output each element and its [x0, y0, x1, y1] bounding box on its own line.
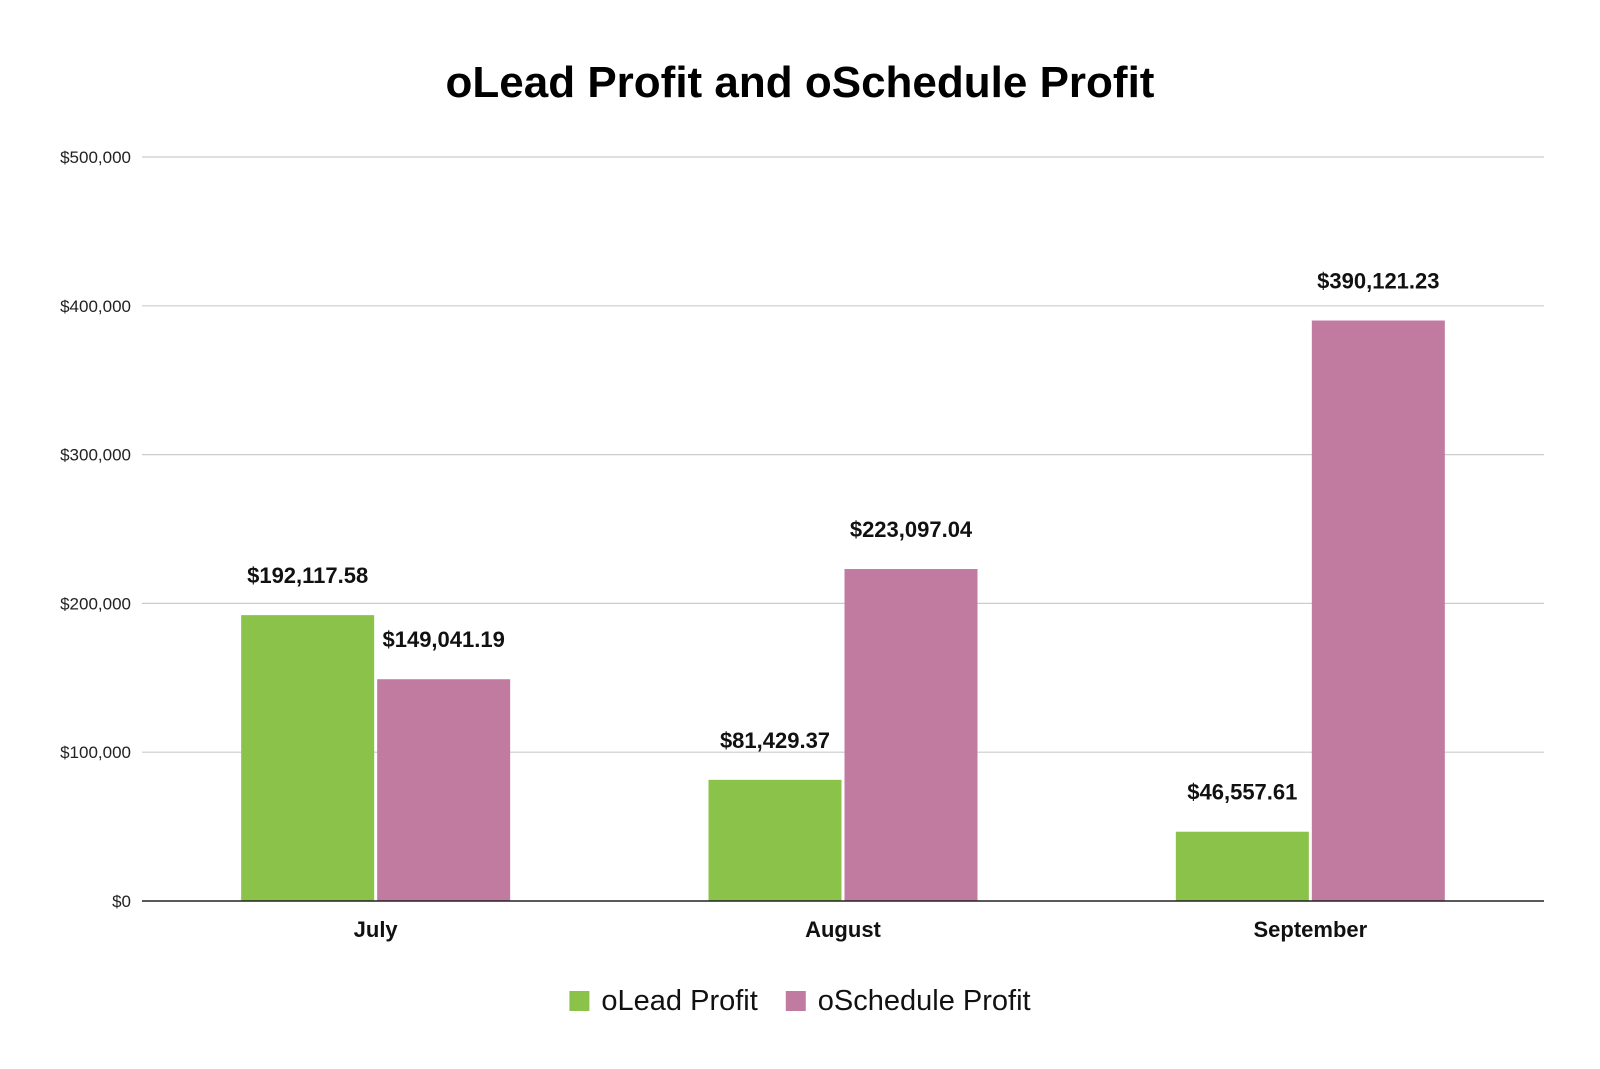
y-axis-ticks: $0 $100,000 $200,000 $300,000 $400,000 $500,0… [60, 148, 131, 911]
legend-item: oSchedule Profit [785, 985, 1031, 1017]
bar-oschedule-profit-september [1311, 320, 1445, 901]
data-labels: $192,117.58 $149,041.19 $81,429.37 $223,097… [247, 268, 1439, 804]
legend-swatch [569, 991, 590, 1011]
data-label: $81,429.37 [720, 728, 830, 753]
legend-label: oLead Profit [601, 985, 757, 1017]
gridlines [142, 156, 1544, 753]
data-label: $390,121.23 [1317, 268, 1439, 293]
legend: oLead Profit oSchedule Profit [569, 985, 1031, 1017]
y-tick-label: $200,000 [60, 594, 131, 613]
y-tick-label: $400,000 [60, 297, 131, 316]
y-tick-label: $0 [112, 892, 131, 911]
legend-swatch [785, 991, 806, 1011]
data-label: $223,097.04 [850, 517, 973, 542]
data-label: $192,117.58 [247, 563, 368, 588]
legend-label: oSchedule Profit [818, 985, 1031, 1017]
bar-oschedule-profit-august [844, 569, 978, 901]
bar-olead-profit-august [708, 779, 842, 901]
y-tick-label: $500,000 [60, 148, 131, 167]
x-tick-label: September [1253, 917, 1367, 942]
bar-olead-profit-july [241, 615, 375, 901]
data-label: $46,557.61 [1187, 780, 1297, 805]
chart-title: oLead Profit and oSchedule Profit [446, 58, 1155, 107]
legend-item: oLead Profit [569, 985, 758, 1017]
y-tick-label: $100,000 [60, 743, 131, 762]
bar-olead-profit-september [1175, 831, 1309, 901]
x-tick-label: July [354, 917, 399, 942]
data-label: $149,041.19 [382, 627, 504, 652]
bar-oschedule-profit-july [377, 679, 511, 901]
bars [241, 320, 1445, 901]
x-axis-ticks: July August September [354, 917, 1368, 942]
y-tick-label: $300,000 [60, 446, 131, 465]
x-tick-label: August [805, 917, 881, 942]
